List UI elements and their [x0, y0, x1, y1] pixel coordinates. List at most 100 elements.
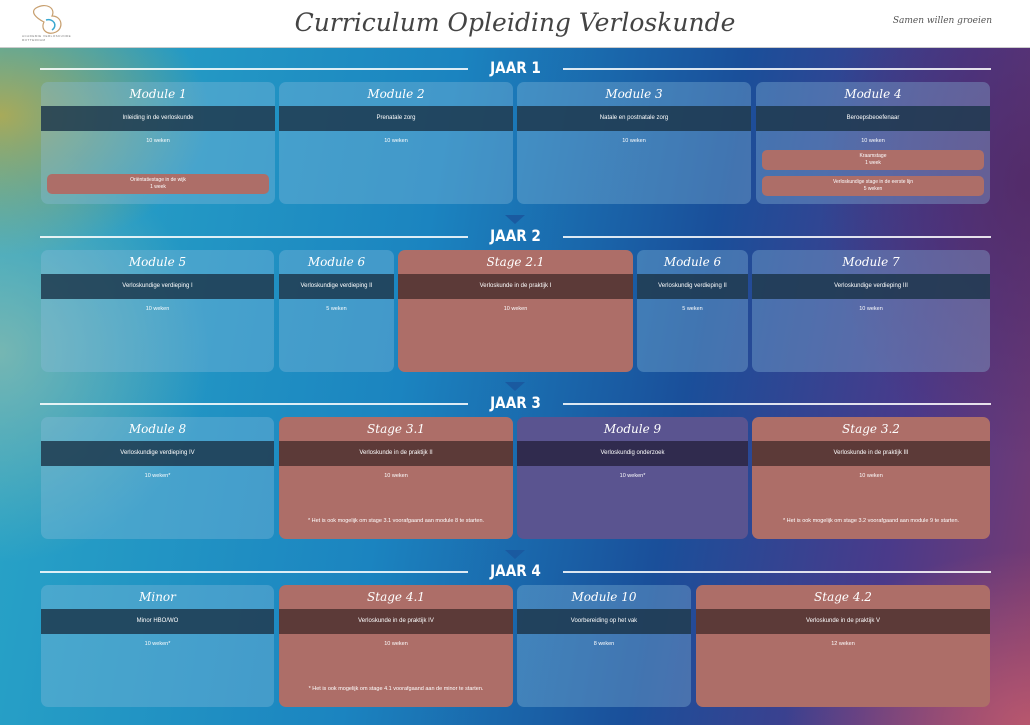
divider — [563, 403, 991, 405]
stage-card[interactable]: Stage 3.1 Verloskunde in de praktijk II 10… — [279, 417, 513, 539]
card-duration: 10 weken* — [619, 473, 646, 479]
sub-stage-duration: 5 weken — [863, 186, 883, 192]
module-card[interactable]: Module 2 Prenatale zorg 10 weken — [279, 82, 513, 204]
card-duration: 10 weken — [861, 138, 885, 144]
page-title: Curriculum Opleiding Verloskunde — [294, 8, 736, 37]
card-subject: Verloskunde in de praktijk III — [752, 441, 990, 466]
card-duration: 8 weken — [593, 641, 615, 647]
card-title: Module 6 — [307, 255, 366, 269]
card-note: * Het is ook mogelijk om stage 3.1 voora… — [307, 518, 485, 524]
module-card[interactable]: Module 3 Natale en postnatale zorg 10 weke… — [517, 82, 751, 204]
sub-stage-name: Oriëntatiestage in de wijk — [130, 177, 186, 183]
card-duration: 10 weken — [859, 306, 883, 312]
card-title: Stage 2.1 — [486, 255, 545, 269]
year-heading-3: JAAR 3 — [40, 393, 991, 413]
card-title: Stage 4.1 — [367, 590, 425, 604]
year-heading-4: JAAR 4 — [40, 561, 991, 581]
card-duration: 10 weken — [384, 473, 408, 479]
card-subject: Verloskunde in de praktijk I — [398, 274, 633, 299]
year-label: JAAR 2 — [490, 226, 541, 245]
card-title: Stage 4.2 — [814, 590, 872, 604]
divider — [563, 571, 991, 573]
sub-stage-duration: 1 week — [865, 160, 881, 166]
sub-stage-name: Verloskundige stage in de eerste lijn — [832, 179, 914, 185]
card-duration: 10 weken — [622, 138, 646, 144]
module-card[interactable]: Module 7 Verloskundige verdieping III 10 w… — [752, 250, 990, 372]
card-subject: Verloskundige verdieping I — [41, 274, 274, 299]
section-arrow-icon — [505, 550, 525, 559]
card-title: Module 6 — [663, 255, 722, 269]
card-duration: 12 weken — [831, 641, 855, 647]
card-duration: 10 weken* — [144, 641, 171, 647]
card-title: Module 10 — [571, 590, 637, 604]
section-arrow-icon — [505, 215, 525, 224]
sub-stage-duration: 1 week — [150, 184, 166, 190]
card-title: Module 7 — [842, 255, 900, 269]
card-subject: Natale en postnatale zorg — [517, 106, 751, 131]
card-duration: 10 weken — [384, 641, 408, 647]
card-title: Module 1 — [129, 87, 187, 101]
module-card[interactable]: Module 4 Beroepsbeoefenaar 10 weken Kraamst… — [756, 82, 990, 204]
card-duration: 10 weken — [146, 138, 170, 144]
card-subject: Verloskunde in de praktijk V — [696, 609, 990, 634]
card-subject: Verloskundig onderzoek — [517, 441, 748, 466]
divider — [40, 403, 468, 405]
card-subject: Verloskundige verdieping IV — [41, 441, 274, 466]
stage-card[interactable]: Stage 4.1 Verloskunde in de praktijk IV 10… — [279, 585, 513, 707]
module-card[interactable]: Module 9 Verloskundig onderzoek 10 weken* — [517, 417, 748, 539]
logo-icon — [32, 4, 62, 34]
card-title: Module 3 — [605, 87, 663, 101]
card-duration: 10 weken — [859, 473, 883, 479]
module-card[interactable]: Module 5 Verloskundige verdieping I 10 wek… — [41, 250, 274, 372]
year-heading-1: JAAR 1 — [40, 58, 991, 78]
card-duration: 10 weken — [503, 306, 528, 312]
module-card[interactable]: Module 8 Verloskundige verdieping IV 10 we… — [41, 417, 274, 539]
card-title: Module 8 — [128, 422, 187, 436]
card-subject: Verloskundig verdieping II — [637, 274, 748, 299]
year-label: JAAR 1 — [490, 58, 541, 77]
stage-card[interactable]: Stage 4.2 Verloskunde in de praktijk V 12 … — [696, 585, 990, 707]
divider — [40, 68, 468, 70]
card-note: * Het is ook mogelijk om stage 4.1 voora… — [308, 686, 484, 692]
sub-stage: Oriëntatiestage in de wijk 1 week — [47, 174, 269, 194]
stage-card[interactable]: Stage 2.1 Verloskunde in de praktijk I 10 … — [398, 250, 633, 372]
card-subject: Beroepsbeoefenaar — [756, 106, 990, 131]
header: ACADEMIE VERLOSKUNDE ROTTERDAM Curriculu… — [0, 0, 1030, 48]
sub-stage: Verloskundige stage in de eerste lijn 5 w… — [762, 176, 984, 196]
divider — [40, 571, 468, 573]
card-subject: Inleiding in de verloskunde — [41, 106, 275, 131]
sub-stage-name: Kraamstage — [859, 153, 887, 159]
card-subject: Verloskundige verdieping II — [279, 274, 394, 299]
module-card[interactable]: Module 6 Verloskundig verdieping II 5 weke… — [637, 250, 748, 372]
module-card[interactable]: Minor Minor HBO/WO 10 weken* — [41, 585, 274, 707]
module-card[interactable]: Module 6 Verloskundige verdieping II 5 wek… — [279, 250, 394, 372]
card-subject: Verloskunde in de praktijk II — [279, 441, 513, 466]
section-arrow-icon — [505, 382, 525, 391]
divider — [563, 236, 991, 238]
card-duration: 5 weken — [682, 306, 703, 312]
card-duration: 10 weken — [384, 138, 408, 144]
year-label: JAAR 4 — [490, 561, 541, 580]
sub-stage: Kraamstage 1 week — [762, 150, 984, 170]
card-subject: Minor HBO/WO — [41, 609, 274, 634]
year-label: JAAR 3 — [490, 393, 541, 412]
divider — [563, 68, 991, 70]
card-title: Module 5 — [128, 255, 187, 269]
card-subject: Verloskundige verdieping III — [752, 274, 990, 299]
card-title: Stage 3.2 — [842, 422, 900, 436]
card-title: Module 9 — [603, 422, 662, 436]
module-card[interactable]: Module 10 Voorbereiding op het vak 8 weken — [517, 585, 691, 707]
stage-card[interactable]: Stage 3.2 Verloskunde in de praktijk III 1… — [752, 417, 990, 539]
card-subject: Prenatale zorg — [279, 106, 513, 131]
card-duration: 5 weken — [326, 306, 347, 312]
card-title: Module 2 — [367, 87, 425, 101]
card-subject: Voorbereiding op het vak — [517, 609, 691, 634]
card-subject: Verloskunde in de praktijk IV — [279, 609, 513, 634]
module-card[interactable]: Module 1 Inleiding in de verloskunde 10 we… — [41, 82, 275, 204]
year-heading-2: JAAR 2 — [40, 226, 991, 246]
card-title: Module 4 — [844, 87, 902, 101]
card-duration: 10 weken — [145, 306, 170, 312]
divider — [40, 236, 468, 238]
card-duration: 10 weken* — [144, 473, 171, 479]
card-note: * Het is ook mogelijk om stage 3.2 voora… — [782, 518, 960, 524]
